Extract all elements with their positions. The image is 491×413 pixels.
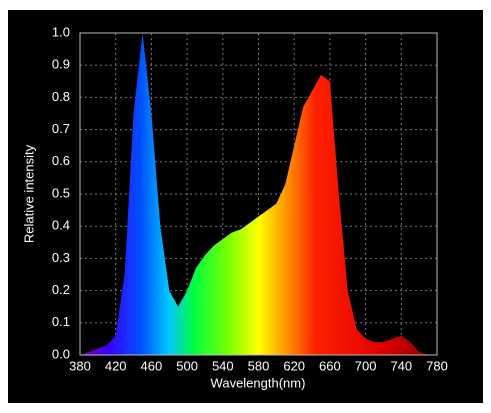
y-tick-label: 0.3	[52, 250, 70, 265]
plot-frame	[79, 32, 438, 356]
x-tick-label: 780	[426, 358, 448, 373]
x-tick-label: 500	[176, 358, 198, 373]
x-tick-label: 700	[355, 358, 377, 373]
y-tick-label: 0.8	[52, 89, 70, 104]
x-axis-label: Wavelength(nm)	[211, 375, 306, 390]
y-tick-label: 0.1	[52, 314, 70, 329]
y-tick-label: 0.5	[52, 185, 70, 200]
x-tick-label: 420	[105, 358, 127, 373]
y-tick-label: 0.9	[52, 57, 70, 72]
spectrum-area	[80, 33, 437, 355]
y-axis-label: Relative intensity	[21, 144, 36, 243]
y-tick-label: 0.6	[52, 153, 70, 168]
y-tick-label: 0.4	[52, 218, 70, 233]
x-tick-label: 540	[212, 358, 234, 373]
y-tick-label: 0.7	[52, 121, 70, 136]
y-tick-label: 1.0	[52, 24, 70, 39]
x-tick-label: 620	[283, 358, 305, 373]
x-tick-label: 460	[141, 358, 163, 373]
y-tick-label: 0.0	[52, 346, 70, 361]
x-tick-label: 580	[248, 358, 270, 373]
x-tick-label: 660	[319, 358, 341, 373]
y-tick-label: 0.2	[52, 282, 70, 297]
x-tick-label: 380	[69, 358, 91, 373]
x-tick-label: 740	[390, 358, 412, 373]
